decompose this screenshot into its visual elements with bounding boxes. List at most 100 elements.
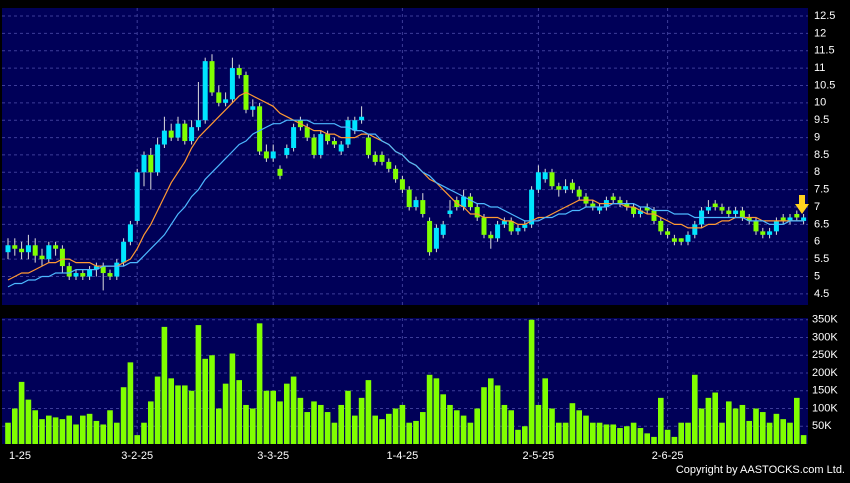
candle-body bbox=[134, 172, 140, 221]
volume-bar bbox=[263, 390, 270, 444]
volume-bar bbox=[114, 422, 120, 444]
volume-bar bbox=[447, 404, 453, 444]
y-tick-label: 11.5 bbox=[814, 45, 835, 57]
candle-body bbox=[87, 269, 93, 277]
volume-bar bbox=[59, 419, 66, 444]
candle-body bbox=[46, 245, 52, 260]
volume-bar bbox=[664, 429, 671, 444]
volume-bar bbox=[168, 378, 174, 444]
candle-body bbox=[678, 238, 684, 242]
candle-body bbox=[202, 61, 208, 121]
candle-body bbox=[59, 248, 65, 267]
candle-body bbox=[257, 106, 263, 152]
y-tick-label: 12.5 bbox=[814, 10, 835, 22]
candle-body bbox=[359, 116, 365, 121]
volume-bar bbox=[229, 353, 236, 444]
volume-bar bbox=[86, 413, 93, 444]
volume-bar bbox=[773, 413, 780, 444]
volume-bar bbox=[678, 422, 684, 444]
candle-body bbox=[610, 196, 616, 201]
volume-bar bbox=[236, 380, 242, 444]
candle-body bbox=[338, 144, 344, 152]
volume-bar bbox=[712, 392, 718, 444]
candle-body bbox=[420, 200, 426, 214]
volume-bar bbox=[311, 401, 317, 444]
volume-bar bbox=[256, 323, 263, 444]
volume-bar bbox=[120, 387, 127, 444]
volume-bar bbox=[535, 404, 542, 444]
volume-bar bbox=[338, 404, 344, 444]
candle-body bbox=[345, 120, 351, 145]
volume-bar bbox=[297, 397, 304, 444]
candle-body bbox=[787, 217, 793, 221]
volume-bar bbox=[501, 404, 508, 444]
volume-bar bbox=[705, 397, 712, 444]
candle-body bbox=[304, 127, 310, 138]
volume-bar bbox=[515, 429, 521, 444]
y-tick-label: 10.5 bbox=[814, 79, 835, 91]
volume-bar bbox=[739, 404, 746, 444]
volume-bar bbox=[685, 422, 691, 444]
candle-body bbox=[39, 255, 45, 260]
candle-body bbox=[753, 220, 759, 232]
volume-tick-label: 300K bbox=[812, 331, 838, 343]
y-tick-label: 6.5 bbox=[814, 218, 829, 230]
volume-bar bbox=[637, 428, 644, 444]
candle-body bbox=[719, 207, 725, 211]
volume-bar bbox=[569, 403, 576, 444]
volume-bar bbox=[202, 358, 208, 444]
volume-bar bbox=[372, 415, 378, 444]
candle-body bbox=[508, 220, 514, 232]
candle-body bbox=[399, 179, 405, 190]
candle-body bbox=[427, 220, 433, 253]
volume-bar bbox=[481, 387, 487, 444]
y-tick-label: 9 bbox=[814, 131, 820, 143]
volume-bar bbox=[100, 424, 106, 444]
volume-bar bbox=[698, 408, 705, 444]
candle-body bbox=[556, 186, 562, 190]
volume-bar bbox=[209, 355, 215, 444]
candle-body bbox=[467, 196, 473, 208]
candle-body bbox=[325, 134, 331, 142]
candle-body bbox=[291, 127, 297, 148]
x-tick-label: 2-5-25 bbox=[523, 450, 555, 462]
y-tick-label: 10 bbox=[814, 97, 826, 109]
candle-body bbox=[236, 68, 242, 76]
candle-body bbox=[440, 224, 446, 235]
candle-body bbox=[665, 231, 671, 235]
candle-body bbox=[447, 210, 453, 214]
candle-body bbox=[413, 200, 419, 208]
volume-bar bbox=[528, 319, 535, 444]
volume-bar bbox=[222, 383, 229, 444]
volume-bar bbox=[630, 422, 637, 444]
candle-body bbox=[127, 224, 133, 242]
volume-bar bbox=[277, 401, 283, 444]
candle-body bbox=[624, 203, 630, 208]
volume-bar bbox=[576, 410, 582, 444]
volume-bar bbox=[562, 422, 569, 444]
copyright: Copyright by AASTOCKS.com Ltd. bbox=[676, 464, 845, 476]
volume-bar bbox=[800, 435, 807, 444]
candle-body bbox=[495, 224, 501, 239]
candle-body bbox=[189, 127, 195, 142]
candle-body bbox=[549, 172, 555, 187]
candle-body bbox=[658, 220, 664, 232]
volume-bar bbox=[386, 413, 392, 444]
volume-bar bbox=[610, 424, 616, 444]
volume-bar bbox=[406, 422, 412, 444]
candle-body bbox=[250, 106, 256, 110]
x-tick-label: 2-6-25 bbox=[652, 450, 684, 462]
candle-body bbox=[148, 154, 154, 173]
volume-bar bbox=[365, 380, 372, 444]
y-tick-label: 4.5 bbox=[814, 288, 829, 300]
volume-bar bbox=[454, 410, 460, 444]
candle-body bbox=[644, 207, 650, 211]
y-tick-label: 5 bbox=[814, 270, 820, 282]
volume-bar bbox=[134, 435, 140, 444]
volume-bar bbox=[624, 426, 630, 444]
candle-body bbox=[25, 245, 31, 253]
volume-bar bbox=[52, 417, 59, 444]
candle-body bbox=[501, 220, 507, 225]
volume-bar bbox=[154, 376, 161, 444]
